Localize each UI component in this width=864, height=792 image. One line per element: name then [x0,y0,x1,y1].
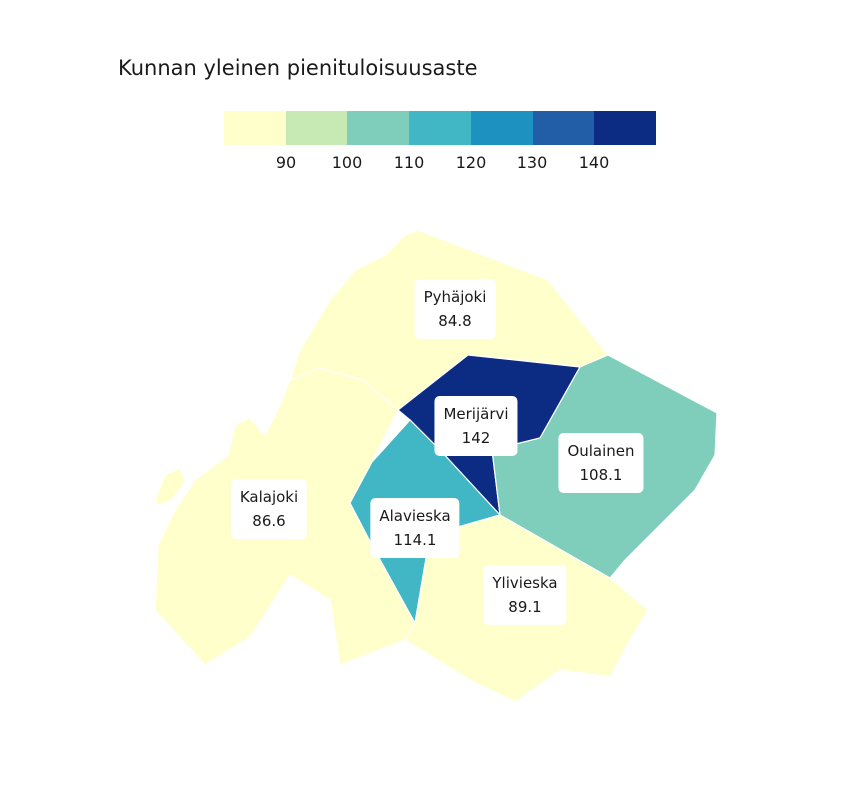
region-label: Ylivieska 89.1 [483,565,567,625]
region-label: Kalajoki 86.6 [230,479,308,539]
region-label-name: Alavieska [379,507,451,525]
region-kalajoki-islet [154,467,186,506]
legend-tick: 90 [275,153,297,172]
legend-swatch [470,111,533,145]
legend-swatch [532,111,595,145]
region-label-value: 114.1 [393,531,437,549]
legend-swatch [285,111,348,145]
region-label-name: Merijärvi [443,405,509,423]
region-label-name: Pyhäjoki [423,288,487,306]
legend-tick: 100 [331,153,363,172]
legend-ticks: 90 100 110 120 130 140 [224,153,656,175]
region-label-name: Oulainen [567,442,635,460]
legend-tick: 130 [516,153,548,172]
color-legend [224,111,657,147]
region-label: Pyhäjoki 84.8 [414,279,496,339]
legend-swatch [594,111,657,145]
legend-swatch [347,111,410,145]
legend-swatch [224,111,286,145]
region-label-value: 142 [461,429,491,447]
region-label: Oulainen 108.1 [558,433,644,493]
region-label-value: 84.8 [438,312,472,330]
region-label-value: 86.6 [252,512,286,530]
region-label-value: 89.1 [508,598,542,616]
region-label: Merijärvi 142 [434,396,518,456]
region-label-name: Ylivieska [492,574,558,592]
region-label-value: 108.1 [579,466,623,484]
legend-swatch [409,111,471,145]
legend-tick: 110 [393,153,425,172]
region-label: Alavieska 114.1 [370,498,460,558]
legend-tick: 140 [578,153,610,172]
map-title: Kunnan yleinen pienituloisuusaste [118,56,478,80]
region-label-name: Kalajoki [239,488,299,506]
legend-tick: 120 [455,153,487,172]
